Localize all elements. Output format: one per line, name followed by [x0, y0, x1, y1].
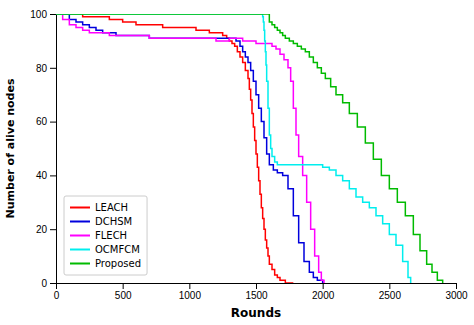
tick-mark — [50, 14, 56, 15]
tick: 1000 — [179, 283, 202, 301]
tick-label: 2500 — [379, 290, 402, 301]
tick-mark — [456, 283, 457, 289]
legend: LEACH DCHSM FLECH OCMFCM Proposed — [64, 196, 147, 275]
legend-label: Proposed — [95, 258, 141, 269]
legend-item: DCHSM — [70, 216, 132, 227]
legend-swatch — [70, 263, 90, 265]
x-axis-title: Rounds — [231, 306, 281, 320]
legend-swatch — [70, 221, 90, 223]
tick: 20 — [36, 224, 56, 235]
tick-mark — [50, 229, 56, 230]
tick: 40 — [36, 170, 56, 181]
axis-line — [57, 284, 457, 290]
legend-item: LEACH — [70, 202, 128, 213]
series-line — [56, 14, 411, 283]
tick-mark — [189, 283, 190, 289]
tick-label: 80 — [36, 63, 48, 74]
tick: 80 — [36, 63, 56, 74]
tick: 3000 — [445, 283, 468, 301]
y-axis-title: Number of alive nodes — [4, 78, 17, 218]
tick-label: 1500 — [245, 290, 268, 301]
legend-swatch — [70, 207, 90, 209]
legend-label: FLECH — [95, 230, 127, 241]
tick-mark — [389, 283, 390, 289]
tick-label: 500 — [115, 290, 132, 301]
tick-label: 40 — [36, 170, 48, 181]
legend-label: OCMFCM — [95, 244, 140, 255]
tick: 2500 — [379, 283, 402, 301]
tick-label: 0 — [41, 278, 47, 289]
tick-mark — [50, 283, 56, 284]
chart: 0 500 1000 1500 2000 2500 3000 0 20 40 60 80 100 LEAC… — [0, 0, 474, 325]
legend-item: Proposed — [70, 258, 141, 269]
tick: 60 — [36, 116, 56, 127]
tick: 1500 — [245, 283, 268, 301]
tick: 2000 — [312, 283, 335, 301]
tick: 0 — [54, 283, 60, 301]
tick-label: 100 — [30, 9, 47, 20]
tick-mark — [50, 122, 56, 123]
tick-label: 0 — [54, 290, 60, 301]
legend-label: DCHSM — [95, 216, 132, 227]
tick-label: 60 — [36, 116, 48, 127]
tick-mark — [50, 175, 56, 176]
tick: 0 — [41, 278, 56, 289]
tick-mark — [123, 283, 124, 289]
tick-label: 1000 — [179, 290, 202, 301]
series-line — [56, 14, 293, 283]
series-line — [56, 14, 443, 283]
tick-label: 20 — [36, 224, 48, 235]
legend-swatch — [70, 249, 90, 251]
legend-item: FLECH — [70, 230, 127, 241]
tick: 500 — [115, 283, 132, 301]
series-line — [56, 14, 324, 283]
axis-line — [50, 15, 57, 284]
tick-label: 3000 — [445, 290, 468, 301]
legend-swatch — [70, 235, 90, 237]
series-line — [56, 14, 324, 283]
legend-item: OCMFCM — [70, 244, 140, 255]
tick-label: 2000 — [312, 290, 335, 301]
tick-mark — [323, 283, 324, 289]
tick-mark — [50, 68, 56, 69]
x-axis: 0 500 1000 1500 2000 2500 3000 — [54, 283, 468, 301]
plot: 0 500 1000 1500 2000 2500 3000 0 20 40 60 80 100 LEAC… — [30, 9, 468, 301]
series-group — [56, 14, 443, 283]
y-axis: 0 20 40 60 80 100 — [30, 9, 56, 289]
legend-box — [64, 196, 147, 275]
tick: 100 — [30, 9, 56, 20]
tick-mark — [256, 283, 257, 289]
legend-label: LEACH — [95, 202, 128, 213]
